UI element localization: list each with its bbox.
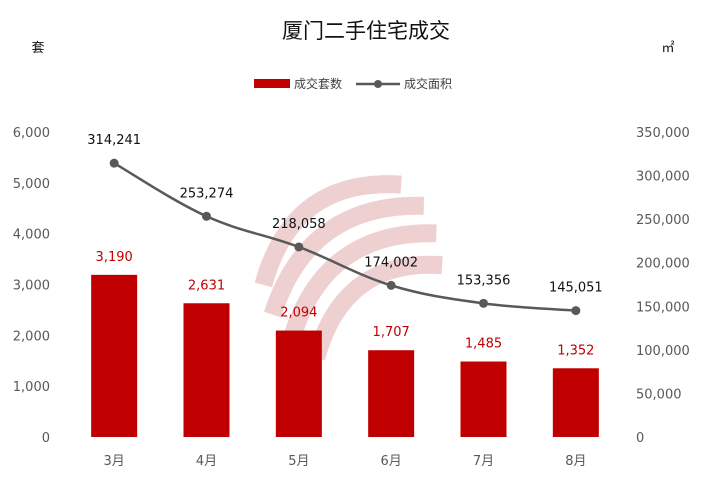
right-tick-label: 0 (636, 431, 644, 446)
x-tick-label: 5月 (288, 454, 309, 469)
left-tick-label: 6,000 (13, 126, 50, 141)
line-value-label: 314,241 (87, 133, 141, 148)
bar-series (91, 274, 599, 437)
bar (460, 361, 507, 437)
line-value-label: 174,002 (364, 255, 418, 270)
line-value-label: 145,051 (549, 281, 603, 296)
line-marker (386, 280, 396, 290)
line-value-label: 218,058 (272, 217, 326, 232)
line-marker (109, 158, 119, 168)
line-marker (294, 242, 304, 252)
x-tick-label: 4月 (196, 454, 217, 469)
right-axis: 0 50,000 100,000 150,000 200,000 250,000 300,0… (636, 126, 690, 446)
bar-value-label: 2,631 (188, 278, 225, 293)
right-tick-label: 350,000 (636, 126, 690, 141)
bar (275, 330, 322, 437)
x-tick-label: 8月 (565, 454, 586, 469)
x-tick-label: 3月 (104, 454, 125, 469)
right-tick-label: 150,000 (636, 300, 690, 315)
legend-swatch-marker (374, 80, 382, 88)
left-tick-label: 2,000 (13, 329, 50, 344)
x-tick-label: 6月 (381, 454, 402, 469)
left-tick-label: 1,000 (13, 380, 50, 395)
left-axis: 0 1,000 2,000 3,000 4,000 5,000 6,000 (13, 126, 50, 446)
line-path (113, 162, 576, 312)
bar-value-label: 1,352 (557, 343, 594, 358)
line-value-label: 153,356 (457, 273, 511, 288)
left-axis-unit: 套 (31, 40, 44, 56)
bar (91, 274, 138, 437)
bar-value-label: 3,190 (96, 250, 133, 265)
right-tick-label: 300,000 (636, 170, 690, 185)
chart-title: 厦门二手住宅成交 (282, 19, 450, 43)
line-data-labels: 314,241 253,274 218,058 174,002 153,356 145,0… (87, 133, 602, 295)
x-axis: 3月 4月 5月 6月 7月 8月 (104, 454, 587, 469)
line-series (109, 158, 581, 316)
x-tick-label: 7月 (473, 454, 494, 469)
right-tick-label: 250,000 (636, 213, 690, 228)
legend-label-bar: 成交套数 (294, 76, 342, 91)
bar-value-label: 1,485 (465, 337, 502, 352)
bar (183, 303, 230, 437)
bar (552, 368, 599, 437)
line-marker (202, 211, 211, 221)
legend-swatch-bar (254, 79, 290, 88)
legend-label-line: 成交面积 (404, 76, 452, 91)
right-tick-label: 50,000 (636, 387, 682, 402)
left-tick-label: 5,000 (13, 177, 50, 192)
right-tick-label: 200,000 (636, 257, 690, 272)
right-axis-unit: ㎡ (661, 41, 674, 56)
line-marker (479, 298, 488, 308)
legend: 成交套数 成交面积 (254, 76, 452, 91)
bar-value-label: 2,094 (280, 306, 317, 321)
line-marker (571, 306, 581, 316)
left-tick-label: 3,000 (13, 279, 50, 294)
watermark-logo (254, 175, 443, 361)
left-tick-label: 0 (42, 431, 50, 446)
bar-data-labels: 3,190 2,631 2,094 1,707 1,485 1,352 (96, 250, 595, 358)
right-tick-label: 100,000 (636, 344, 690, 359)
line-value-label: 253,274 (180, 186, 234, 201)
left-tick-label: 4,000 (13, 228, 50, 243)
bar-value-label: 1,707 (373, 325, 410, 340)
bar (368, 350, 415, 437)
